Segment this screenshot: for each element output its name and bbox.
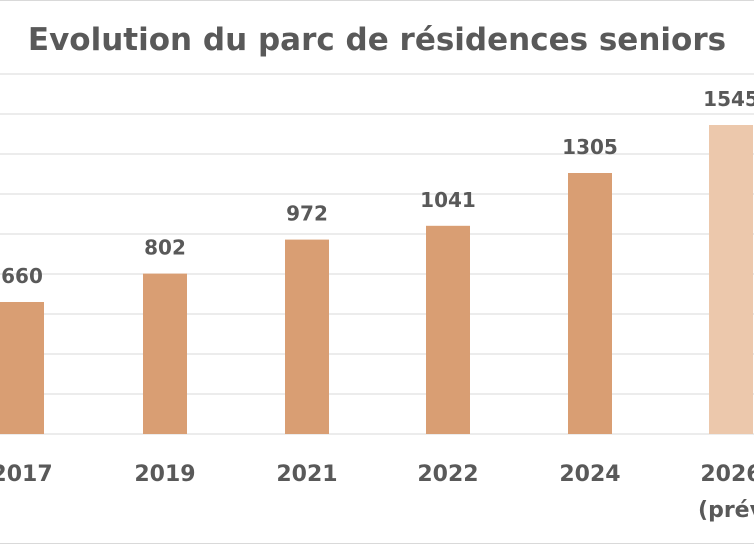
bottom-border <box>0 543 754 544</box>
bar-2017 <box>0 302 44 434</box>
bar-2021 <box>285 239 329 434</box>
x-tick-label: 2024 <box>559 462 620 487</box>
chart-title: Evolution du parc de résidences seniors <box>27 22 727 58</box>
x-tick-label: 2022 <box>417 462 478 487</box>
data-label: 1305 <box>562 135 618 159</box>
x-tick-label: (prév <box>698 498 754 523</box>
bar-2022 <box>426 225 470 434</box>
bar-2024 <box>568 173 612 434</box>
gridlines <box>0 73 754 435</box>
data-labels: 660 802 972 1041 1305 1545 <box>1 87 754 288</box>
top-border <box>0 0 754 1</box>
bar-2026 <box>709 125 753 434</box>
x-tick-label: 2026 <box>700 462 754 487</box>
bar-2019 <box>143 273 187 434</box>
data-label: 972 <box>286 202 328 226</box>
bars <box>0 125 753 434</box>
data-label: 1545 <box>703 87 754 111</box>
data-label: 1041 <box>420 188 476 212</box>
x-axis-ticks: 2017 2019 2021 2022 2024 2026 (prév <box>0 462 754 523</box>
data-label: 660 <box>1 264 43 288</box>
x-tick-label: 2019 <box>134 462 195 487</box>
data-label: 802 <box>144 236 186 260</box>
x-tick-label: 2017 <box>0 462 53 487</box>
x-tick-label: 2021 <box>276 462 337 487</box>
